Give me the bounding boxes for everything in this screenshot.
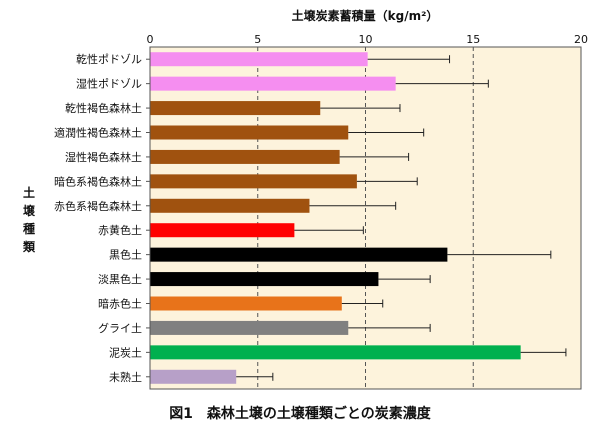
x-tick-label: 0 [147, 33, 154, 46]
category-label: 適潤性褐色森林土 [54, 126, 142, 140]
bar [150, 223, 295, 238]
category-label: 赤色系褐色森林土 [54, 199, 142, 213]
category-label: 暗色系褐色森林土 [54, 174, 142, 188]
category-label: 未熟土 [109, 370, 142, 384]
bar [150, 125, 349, 140]
plot-frame [149, 46, 582, 390]
category-label: 湿性褐色森林土 [65, 150, 142, 164]
figure-caption: 図1 森林土壌の土壌種類ごとの炭素濃度 [169, 405, 432, 422]
bars [150, 52, 521, 384]
x-tick-label: 10 [359, 33, 373, 46]
x-tick-label: 5 [254, 33, 261, 46]
category-label: 乾性褐色森林土 [65, 101, 142, 115]
category-label: 湿性ポドゾル [76, 77, 142, 91]
bar [150, 272, 379, 287]
category-label: グライ土 [98, 321, 142, 335]
category-label: 黒色土 [109, 248, 142, 262]
x-tick-label: 15 [466, 33, 480, 46]
bar [150, 76, 396, 91]
chart-title: 土壌炭素蓄積量（kg/m²） [292, 8, 439, 23]
category-label: 淡黒色土 [98, 272, 142, 286]
category-label: 赤黄色土 [98, 223, 142, 237]
bar [150, 101, 321, 116]
bar [150, 369, 237, 384]
bar [150, 149, 340, 164]
x-tick-label: 20 [574, 33, 588, 46]
bar [150, 345, 521, 360]
bar [150, 198, 310, 213]
bar [150, 296, 342, 311]
bar [150, 174, 357, 189]
category-label: 暗赤色土 [98, 297, 142, 311]
bar [150, 320, 349, 335]
category-labels: 乾性ポドゾル湿性ポドゾル乾性褐色森林土適潤性褐色森林土湿性褐色森林土暗色系褐色森… [54, 52, 150, 384]
y-axis-label: 土壌種類 [22, 185, 36, 254]
error-bars [236, 55, 567, 381]
category-label: 乾性ポドゾル [76, 52, 142, 66]
x-tick-labels: 0 5 10 15 20 [147, 33, 589, 46]
bar [150, 52, 368, 67]
category-label: 泥炭土 [109, 346, 142, 359]
bar [150, 247, 448, 262]
